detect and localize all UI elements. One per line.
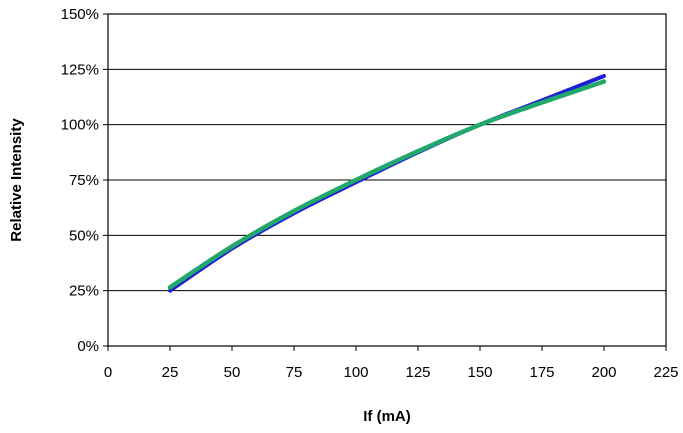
x-tick-label-3: 75 bbox=[286, 364, 303, 381]
x-tick-label-4: 100 bbox=[343, 364, 368, 381]
y-tick-label-6: 150% bbox=[61, 6, 99, 23]
x-tick-label-6: 150 bbox=[467, 364, 492, 381]
x-tick-label-1: 25 bbox=[162, 364, 179, 381]
x-axis-title: If (mA) bbox=[363, 408, 411, 425]
y-axis-title: Relative Intensity bbox=[8, 118, 25, 242]
x-tick-label-5: 125 bbox=[405, 364, 430, 381]
y-tick-label-4: 100% bbox=[61, 117, 99, 134]
grid-layer bbox=[108, 68, 666, 292]
tick-layer: 0% 25% 50% 75% 100% 125% 150% 0 25 50 75 100 125 150 1… bbox=[61, 6, 679, 381]
x-tick-label-7: 175 bbox=[529, 364, 554, 381]
y-tick-label-5: 125% bbox=[61, 61, 99, 78]
y-tick-label-0: 0% bbox=[77, 338, 99, 355]
x-tick-label-9: 225 bbox=[653, 364, 678, 381]
y-tick-label-2: 50% bbox=[69, 227, 99, 244]
x-tick-label-8: 200 bbox=[591, 364, 616, 381]
y-tick-label-3: 75% bbox=[69, 172, 99, 189]
series-layer bbox=[167, 73, 607, 293]
x-tick-label-2: 50 bbox=[224, 364, 241, 381]
y-tick-label-1: 25% bbox=[69, 283, 99, 300]
series-line-1 bbox=[167, 79, 607, 290]
series-line-0 bbox=[168, 73, 606, 293]
x-tick-label-0: 0 bbox=[104, 364, 112, 381]
